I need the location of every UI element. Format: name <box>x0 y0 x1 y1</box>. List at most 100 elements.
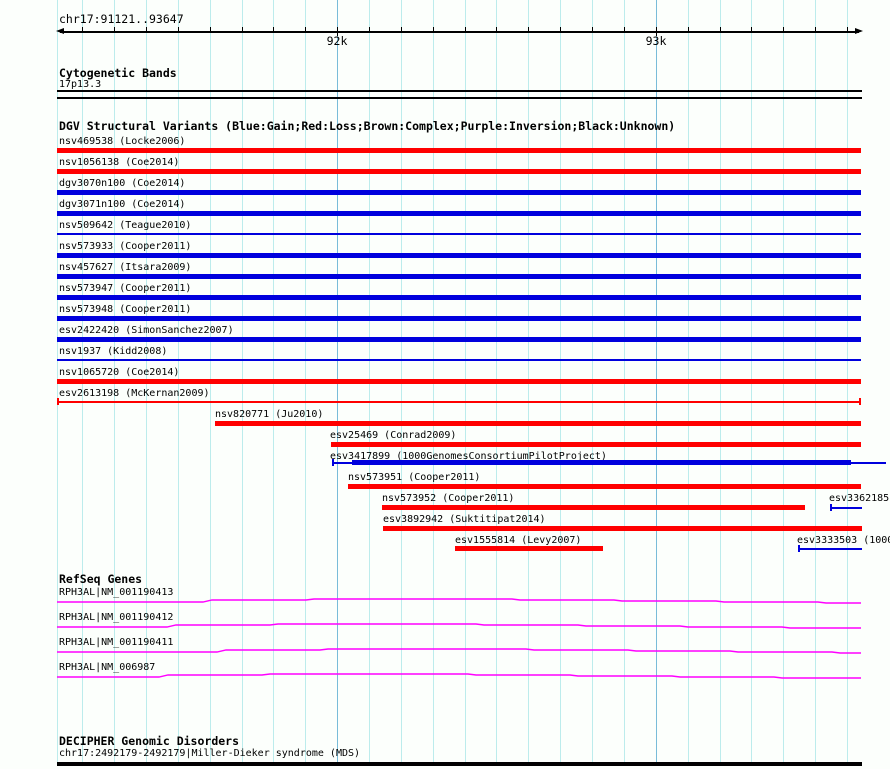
gene-label[interactable]: RPH3AL|NM_001190411 <box>59 637 174 648</box>
variant-bar[interactable] <box>57 211 861 216</box>
axis-tick <box>496 27 497 31</box>
axis-tick <box>720 27 721 31</box>
gene-label[interactable]: RPH3AL|NM_001190413 <box>59 587 174 598</box>
variant-label[interactable]: nsv1065720 (Coe2014) <box>59 367 180 378</box>
axis-tick <box>178 27 179 31</box>
section-title-refseq: RefSeq Genes <box>59 572 143 586</box>
cytoband-label: 17p13.3 <box>59 79 102 90</box>
gene-line[interactable] <box>57 673 861 679</box>
variant-bar[interactable] <box>57 274 861 279</box>
variant-bar[interactable] <box>215 421 861 426</box>
variant-label[interactable]: esv25469 (Conrad2009) <box>330 430 457 441</box>
cytoband-track-bottom-line <box>57 97 862 99</box>
region-label: chr17:91121..93647 <box>59 12 184 26</box>
axis-tick <box>82 27 83 31</box>
axis-major-tick <box>337 32 338 36</box>
gene-line[interactable] <box>57 598 861 604</box>
axis-tick <box>656 27 657 31</box>
section-title-dgv: DGV Structural Variants (Blue:Gain;Red:L… <box>59 119 676 133</box>
variant-bar[interactable] <box>57 169 861 174</box>
axis-major-tick <box>656 32 657 36</box>
section-title-decipher: DECIPHER Genomic Disorders <box>59 734 240 748</box>
variant-label[interactable]: nsv469538 (Locke2006) <box>59 136 186 147</box>
axis-tick <box>146 27 147 31</box>
variant-label[interactable]: esv3892942 (Suktitipat2014) <box>383 514 546 525</box>
variant-label[interactable]: dgv3071n100 (Coe2014) <box>59 199 186 210</box>
variant-bar[interactable] <box>57 253 861 258</box>
axis-tick <box>624 27 625 31</box>
axis-tick <box>688 27 689 31</box>
variant-bar[interactable] <box>57 316 861 321</box>
variant-bar[interactable] <box>57 379 861 384</box>
variant-bar[interactable] <box>352 460 851 465</box>
variant-line[interactable] <box>798 548 862 550</box>
variant-label[interactable]: esv2613198 (McKernan2009) <box>59 388 210 399</box>
variant-label[interactable]: nsv573951 (Cooper2011) <box>348 472 481 483</box>
axis-tick <box>210 27 211 31</box>
axis-tick <box>783 27 784 31</box>
variant-bar[interactable] <box>57 148 861 153</box>
variant-bar[interactable] <box>57 337 861 342</box>
axis-tick <box>305 27 306 31</box>
decipher-feature-bar[interactable] <box>57 762 862 766</box>
variant-label[interactable]: nsv573952 (Cooper2011) <box>382 493 515 504</box>
variant-line[interactable] <box>57 233 861 235</box>
ruler-right-arrow-icon <box>855 28 863 34</box>
variant-label[interactable]: nsv1937 (Kidd2008) <box>59 346 168 357</box>
axis-tick-label: 92k <box>326 34 348 48</box>
variant-line[interactable] <box>332 462 352 464</box>
axis-tick <box>114 27 115 31</box>
variant-label[interactable]: nsv509642 (Teague2010) <box>59 220 192 231</box>
axis-tick <box>465 27 466 31</box>
gene-line[interactable] <box>57 623 861 629</box>
variant-label[interactable]: esv3362185 <box>829 493 890 504</box>
axis-tick <box>433 27 434 31</box>
variant-line[interactable] <box>830 507 862 509</box>
variant-label[interactable]: nsv573947 (Cooper2011) <box>59 283 192 294</box>
variant-label[interactable]: nsv573933 (Cooper2011) <box>59 241 192 252</box>
variant-label[interactable]: nsv820771 (Ju2010) <box>215 409 324 420</box>
variant-end-tick <box>859 398 861 405</box>
variant-label[interactable]: nsv457627 (Itsara2009) <box>59 262 192 273</box>
axis-tick <box>751 27 752 31</box>
axis-tick <box>847 27 848 31</box>
axis-tick <box>273 27 274 31</box>
axis-tick <box>337 27 338 31</box>
variant-bar[interactable] <box>331 442 861 447</box>
variant-label[interactable]: nsv573948 (Cooper2011) <box>59 304 192 315</box>
variant-bar[interactable] <box>57 190 861 195</box>
variant-bar[interactable] <box>382 505 805 510</box>
variant-bar[interactable] <box>455 546 603 551</box>
variant-label[interactable]: dgv3070n100 (Coe2014) <box>59 178 186 189</box>
variant-label[interactable]: esv3333503 (1000 <box>797 535 890 546</box>
variant-line[interactable] <box>57 359 861 361</box>
axis-tick <box>592 27 593 31</box>
variant-bar[interactable] <box>57 295 861 300</box>
variant-label[interactable]: nsv1056138 (Coe2014) <box>59 157 180 168</box>
variant-end-tick <box>57 398 59 405</box>
variant-line[interactable] <box>851 462 886 464</box>
axis-tick <box>560 27 561 31</box>
variant-label[interactable]: esv3417899 (1000GenomesConsortiumPilotPr… <box>330 451 607 462</box>
variant-bar[interactable] <box>348 484 861 489</box>
axis-tick <box>815 27 816 31</box>
variant-label[interactable]: esv2422420 (SimonSanchez2007) <box>59 325 234 336</box>
axis-tick <box>242 27 243 31</box>
variant-line[interactable] <box>58 401 860 403</box>
decipher-entry-label[interactable]: chr17:2492179-2492179|Miller-Dieker synd… <box>59 748 361 759</box>
variant-bar[interactable] <box>383 526 862 531</box>
gene-label[interactable]: RPH3AL|NM_006987 <box>59 662 156 673</box>
gene-line[interactable] <box>57 648 861 654</box>
axis-tick <box>528 27 529 31</box>
section-title-cytobands: Cytogenetic Bands <box>59 66 177 80</box>
gene-label[interactable]: RPH3AL|NM_001190412 <box>59 612 174 623</box>
ruler-left-arrow-icon <box>56 28 64 34</box>
axis-tick <box>369 27 370 31</box>
cytoband-track-top-line <box>57 90 862 92</box>
variant-label[interactable]: esv1555814 (Levy2007) <box>455 535 582 546</box>
